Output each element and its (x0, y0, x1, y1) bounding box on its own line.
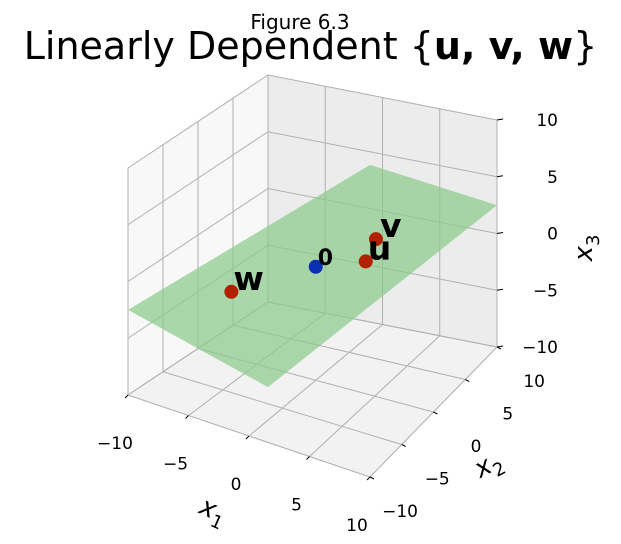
point-label-v: v (380, 206, 402, 245)
point-w (224, 284, 239, 299)
z-tick-mark (496, 232, 504, 234)
point-u (358, 254, 373, 269)
y-tick-label: 5 (502, 405, 513, 425)
z-tick-label: −10 (522, 338, 558, 358)
point-label-u: u (368, 228, 392, 267)
y-tick-mark (465, 379, 470, 382)
chart-title-prefix: Linearly Dependent { (23, 24, 434, 68)
z-tick-label: −5 (533, 281, 558, 301)
z-tick-label: 10 (536, 111, 558, 131)
z-tick-mark (496, 175, 504, 178)
point-label-w: w (233, 259, 263, 298)
z-tick-mark (496, 288, 504, 291)
point-origin (308, 259, 323, 274)
grid-line-y (162, 144, 402, 445)
x-tick-label: 10 (346, 516, 368, 536)
figure-label: Figure 6.3 (250, 10, 350, 34)
y-tick-label: −10 (382, 502, 418, 522)
x-tick-label: −10 (97, 434, 133, 454)
y-tick-label: −5 (425, 470, 450, 490)
y-tick-label: 10 (523, 372, 545, 392)
x-tick-label: 0 (231, 475, 242, 495)
y-tick-mark (369, 476, 375, 480)
x-axis-label: x1 (192, 491, 232, 534)
x-tick-mark (124, 394, 129, 399)
z-axis-label: x3 (569, 235, 604, 263)
x-tick-mark (366, 476, 371, 481)
point-label-origin: 0 (318, 246, 333, 271)
chart-title-suffix: } (573, 24, 598, 68)
chart-title-vars: u, v, w (433, 24, 574, 68)
plane-surface (128, 164, 497, 388)
y-tick-mark (401, 444, 406, 447)
x-tick-mark (245, 435, 250, 440)
x-tick-label: −5 (163, 455, 188, 475)
y-tick-label: 0 (471, 437, 482, 457)
y-tick-mark (433, 411, 438, 415)
grid-line-z (127, 74, 498, 169)
z-tick-mark (496, 345, 504, 348)
x-tick-label: 5 (291, 496, 302, 516)
z-tick-mark (496, 118, 504, 121)
chart-title: Linearly Dependent {u, v, w} (0, 24, 621, 68)
point-v (368, 232, 383, 247)
x-tick-mark (306, 456, 310, 460)
z-tick-label: 5 (547, 168, 558, 188)
x-tick-mark (185, 415, 189, 419)
z-tick-label: 0 (547, 225, 558, 245)
